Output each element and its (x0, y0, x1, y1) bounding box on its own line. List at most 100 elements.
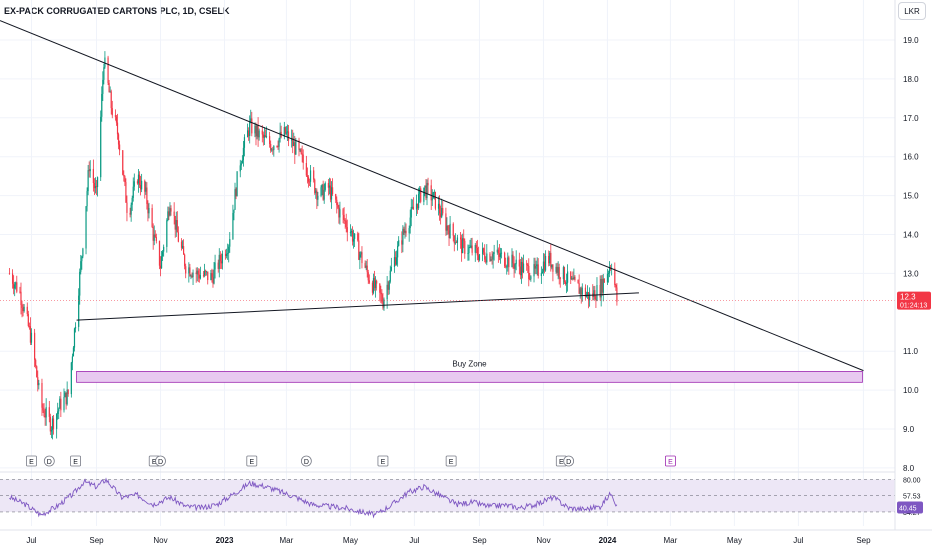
candle-body (167, 211, 169, 221)
candle-body (79, 271, 81, 296)
candle-body (401, 240, 403, 245)
event-marker-label: D (158, 459, 163, 466)
price-tick-label: 18.0 (903, 75, 919, 84)
candle-body (383, 299, 385, 308)
candle-body (423, 187, 425, 202)
candle-body (236, 171, 238, 197)
candle-body (338, 207, 340, 218)
candle-body (456, 237, 459, 243)
candle-body (446, 225, 448, 231)
candle-body (224, 253, 227, 256)
candle-body (96, 177, 99, 188)
candle-body (130, 204, 132, 215)
candle-body (70, 362, 72, 395)
candle-body (306, 175, 309, 178)
candle-body (491, 259, 493, 261)
price-tick-label: 10.0 (903, 386, 919, 395)
candle-body (425, 185, 427, 199)
currency-button[interactable]: LKR (898, 2, 926, 20)
candle-body (202, 275, 205, 276)
price-tick-label: 15.0 (903, 192, 919, 201)
candle-body (424, 185, 426, 188)
candle-body (116, 122, 119, 135)
candle-body (374, 280, 377, 289)
candle-body (293, 142, 295, 147)
candle-body (404, 230, 406, 233)
event-marker-earnings (445, 455, 457, 467)
price-tick-label: 17.0 (903, 114, 919, 123)
candle-body (226, 253, 228, 256)
last-price-badge (897, 291, 931, 310)
candle-body (388, 281, 390, 290)
time-tick-label: Jul (26, 536, 36, 545)
candle-body (227, 253, 229, 254)
candle-body (606, 273, 609, 283)
candle-body (593, 290, 595, 297)
candle-body (23, 306, 25, 312)
candle-body (418, 193, 420, 209)
candle-body (534, 264, 536, 269)
candle-body (506, 266, 508, 268)
candle-body (35, 359, 37, 367)
candle-body (242, 147, 245, 160)
candle-body (126, 202, 128, 213)
candle-body (526, 263, 528, 265)
candle-body (87, 170, 89, 192)
candle-body (367, 272, 369, 281)
candle-body (442, 208, 444, 214)
candle-body (410, 207, 412, 218)
candle-body (38, 382, 40, 386)
candle-body (397, 245, 399, 258)
candle-body (63, 397, 65, 411)
candle-body (160, 256, 163, 269)
event-marker-label: E (152, 459, 157, 466)
candle-body (110, 91, 112, 109)
candle-body (258, 130, 260, 138)
candle-body (364, 263, 366, 268)
candle-body (452, 223, 454, 236)
candle-body (82, 248, 84, 257)
candle-body (470, 245, 472, 248)
candle-body (100, 116, 102, 178)
candle-body (285, 132, 288, 134)
candle-body (26, 306, 28, 315)
candle-body (346, 227, 348, 233)
buy-zone-rect (76, 371, 863, 383)
candle-body (387, 284, 389, 290)
candle-body (210, 273, 212, 281)
candle-body (350, 231, 353, 233)
candle-body (478, 254, 481, 260)
candle-body (270, 144, 272, 151)
candle-body (321, 184, 323, 188)
candle-body (255, 125, 257, 137)
candle-body (78, 295, 80, 327)
candle-body (482, 248, 484, 255)
event-marker-label: E (381, 459, 386, 466)
candle-body (577, 279, 579, 284)
candle-body (196, 270, 198, 275)
candle-body (372, 277, 375, 293)
candle-body (579, 288, 581, 294)
candle-body (122, 150, 124, 175)
candle-body (302, 154, 304, 164)
candle-body (152, 227, 154, 241)
rsi-value-badge (897, 501, 923, 514)
candle-body (300, 149, 302, 154)
candle-body (176, 220, 178, 233)
event-marker-label: E (73, 459, 78, 466)
price-tick-label: 9.0 (903, 425, 915, 434)
candle-body (464, 240, 466, 254)
event-marker-earnings (26, 455, 37, 467)
candle-body (295, 140, 297, 155)
candle-body (192, 272, 194, 278)
candle-body (527, 264, 529, 267)
candle-body (181, 246, 184, 248)
candle-body (199, 275, 201, 279)
candle-body (344, 219, 346, 221)
candle-body (276, 146, 278, 147)
candle-body (317, 195, 319, 200)
candle-body (103, 67, 105, 80)
candle-body (71, 356, 73, 363)
candle-body (101, 93, 103, 117)
